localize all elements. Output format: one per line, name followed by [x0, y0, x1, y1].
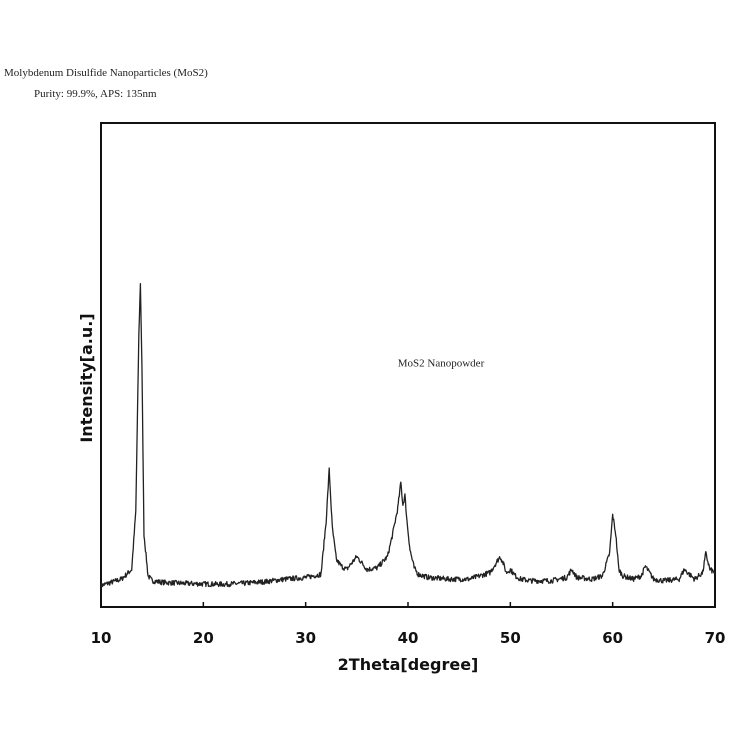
x-axis-label: 2Theta[degree] — [338, 655, 479, 674]
x-tick-label: 30 — [295, 629, 316, 647]
y-axis-label: Intensity[a.u.] — [77, 313, 96, 442]
x-tick-label: 50 — [500, 629, 521, 647]
x-tick-label: 10 — [91, 629, 112, 647]
x-tick-label: 20 — [193, 629, 214, 647]
figure-subtitle: Purity: 99.9%, APS: 135nm — [34, 88, 157, 100]
figure-title: Molybdenum Disulfide Nanoparticles (MoS2… — [4, 67, 208, 79]
x-tick-label: 70 — [705, 629, 726, 647]
series-line — [100, 283, 716, 589]
chart-annotation: MoS2 Nanopowder — [398, 358, 485, 370]
x-tick-label: 40 — [398, 629, 419, 647]
x-axis-ticks: 10 20 30 40 50 60 70 — [91, 602, 726, 647]
x-tick-label: 60 — [602, 629, 623, 647]
